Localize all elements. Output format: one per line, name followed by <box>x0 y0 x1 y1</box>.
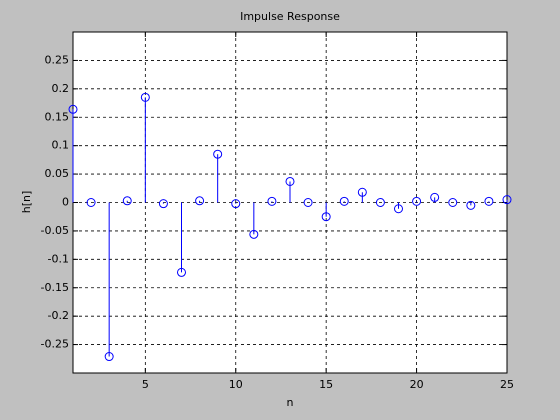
stem-marker <box>195 196 205 206</box>
stem-marker <box>158 199 168 209</box>
x-tick-label: 15 <box>319 378 333 391</box>
stem-marker <box>231 199 241 209</box>
stem-marker <box>484 196 494 206</box>
stem-marker <box>140 92 150 102</box>
y-tick-label: -0.05 <box>41 224 69 237</box>
stem-marker <box>412 196 422 206</box>
x-tick-label: 25 <box>500 378 514 391</box>
y-tick-label: 0.15 <box>45 110 70 123</box>
stem-marker <box>177 267 186 277</box>
stem-marker <box>430 192 440 202</box>
y-tick-label: 0.25 <box>45 53 70 66</box>
stem-marker <box>249 229 259 239</box>
y-tick-label: 0.05 <box>45 167 70 180</box>
x-tick-label: 10 <box>229 378 243 391</box>
y-axis-label: h[n] <box>20 191 33 214</box>
stem-marker <box>285 176 295 186</box>
stem-marker <box>448 198 458 207</box>
stem-marker <box>339 196 349 206</box>
stem-marker <box>86 198 96 207</box>
y-tick-label: -0.1 <box>48 252 69 265</box>
stem-marker <box>321 212 331 222</box>
stem-marker <box>466 200 476 210</box>
stem-marker <box>104 352 114 362</box>
x-tick-label: 5 <box>142 378 149 391</box>
y-tick-label: -0.15 <box>41 281 69 294</box>
stem-marker <box>394 204 403 214</box>
y-tick-label: -0.25 <box>41 338 69 351</box>
x-tick-label: 20 <box>410 378 424 391</box>
y-tick-label: 0 <box>62 196 69 209</box>
stem-marker <box>213 149 223 159</box>
stem-marker <box>375 198 385 207</box>
y-tick-label: 0.2 <box>52 82 70 95</box>
stem-marker <box>122 196 132 206</box>
stem-marker <box>68 104 78 114</box>
stem-marker <box>502 195 512 205</box>
chart-title: Impulse Response <box>240 10 340 23</box>
stem-marker <box>357 187 367 197</box>
y-tick-label: 0.1 <box>52 139 70 152</box>
x-axis-label: n <box>287 396 294 409</box>
stem-marker <box>303 198 313 207</box>
stem-marker <box>267 196 277 206</box>
y-tick-label: -0.2 <box>48 309 69 322</box>
